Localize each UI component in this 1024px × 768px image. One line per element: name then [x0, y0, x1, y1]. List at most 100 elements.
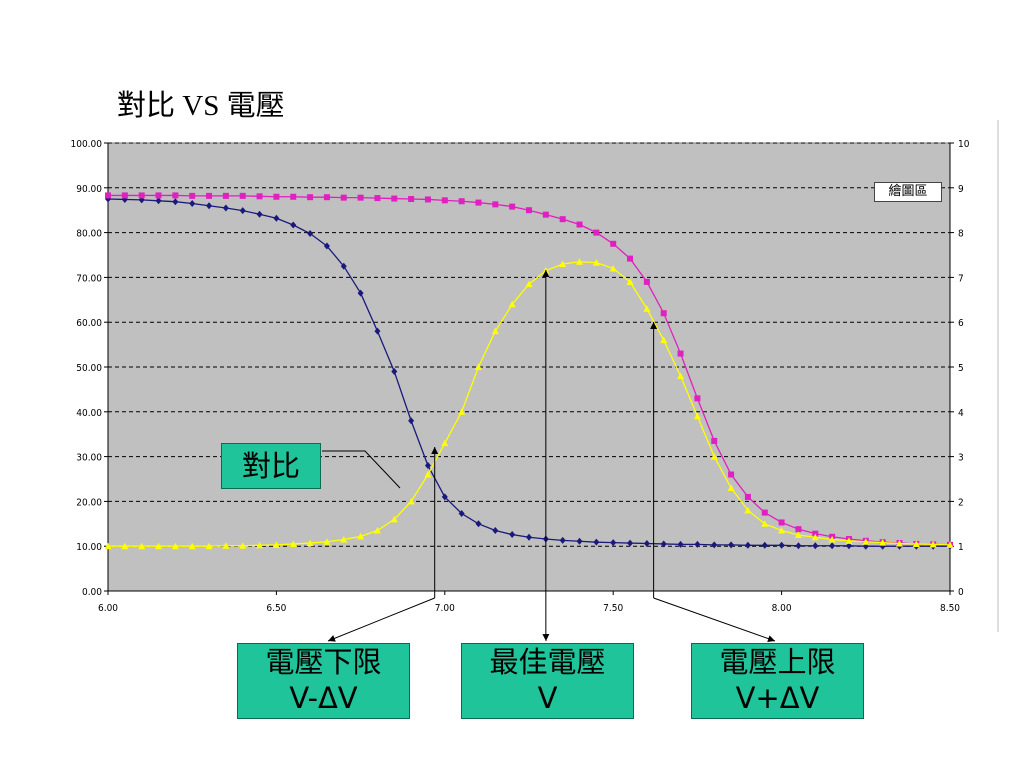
x-tick-label: 8.00: [772, 603, 792, 614]
data-point-square: [526, 207, 532, 214]
data-point-diamond: [610, 539, 617, 547]
data-point-square: [357, 194, 364, 201]
data-point-square: [627, 255, 634, 262]
data-point-diamond: [492, 527, 499, 535]
data-point-square: [374, 195, 381, 202]
data-point-diamond: [526, 533, 532, 541]
annotation-best-line1: 最佳電壓: [489, 645, 606, 679]
arrow-upper-diagonal: [653, 597, 776, 642]
data-point-triangle: [525, 280, 533, 288]
data-point-triangle: [592, 259, 600, 266]
y2-tick-label: 10: [958, 139, 970, 150]
data-point-diamond: [290, 221, 297, 229]
data-point-square: [121, 192, 128, 199]
data-point-triangle: [946, 541, 954, 548]
data-point-diamond: [660, 540, 667, 548]
data-point-triangle: [357, 532, 365, 540]
data-point-triangle: [609, 264, 617, 272]
data-point-square: [441, 197, 448, 204]
x-tick-label: 6.00: [98, 603, 118, 614]
data-point-diamond: [627, 539, 634, 547]
data-point-triangle: [811, 533, 819, 541]
y-tick-label: 30.00: [76, 453, 102, 464]
data-point-diamond: [845, 542, 852, 550]
arrowhead-lower-up: [431, 447, 439, 454]
data-point-triangle: [104, 542, 112, 550]
data-point-square: [728, 471, 735, 478]
data-point-triangle: [188, 542, 196, 550]
arrowhead-upper-down: [767, 635, 775, 642]
y-tick-label: 90.00: [76, 184, 102, 195]
data-point-square: [206, 192, 213, 199]
data-point-triangle: [458, 408, 466, 415]
data-point-square: [677, 350, 684, 357]
x-tick-label: 6.50: [266, 603, 286, 614]
data-point-triangle: [441, 439, 449, 447]
y-tick-label: 10.00: [76, 542, 102, 553]
data-point-triangle: [761, 520, 769, 527]
annotation-best-line2: V: [537, 681, 558, 715]
data-point-square: [391, 195, 398, 202]
y2-tick-label: 9: [958, 184, 964, 195]
data-point-diamond: [222, 204, 229, 212]
data-point-square: [340, 194, 347, 201]
y2-tick-label: 7: [958, 273, 964, 284]
data-point-diamond: [374, 327, 381, 335]
data-point-square: [290, 193, 297, 200]
data-point-triangle: [424, 471, 432, 478]
data-point-triangle: [272, 541, 280, 548]
data-point-triangle: [306, 539, 314, 547]
data-point-triangle: [710, 453, 718, 460]
series-label-leader: [322, 450, 401, 489]
data-point-triangle: [373, 527, 381, 534]
y2-tick-label: 3: [958, 453, 964, 464]
data-point-triangle: [559, 260, 567, 267]
data-point-square: [256, 193, 263, 200]
data-point-triangle: [677, 372, 685, 379]
data-point-diamond: [728, 541, 735, 549]
data-point-square: [795, 526, 802, 533]
data-point-diamond: [812, 542, 819, 550]
data-point-triangle: [828, 535, 836, 543]
data-point-square: [239, 192, 246, 199]
data-point-triangle: [929, 540, 937, 548]
data-point-square: [711, 437, 718, 444]
data-point-diamond: [475, 520, 482, 528]
y2-tick-label: 0: [958, 587, 964, 598]
y2-tick-label: 8: [958, 229, 964, 240]
y-tick-label: 60.00: [76, 318, 102, 329]
data-point-square: [593, 229, 600, 236]
data-point-square: [138, 192, 145, 199]
data-point-triangle: [912, 540, 920, 547]
data-point-diamond: [559, 536, 566, 544]
data-point-square: [475, 199, 482, 206]
arrowhead-lower-down: [328, 635, 336, 642]
y-tick-label: 80.00: [76, 229, 102, 240]
data-point-triangle: [138, 542, 146, 550]
data-point-triangle: [474, 363, 482, 370]
data-point-diamond: [256, 210, 263, 218]
data-point-square: [273, 193, 280, 200]
data-point-square: [812, 530, 819, 537]
annotation-upper-line1: 電壓上限: [719, 645, 836, 679]
data-point-triangle: [340, 535, 348, 543]
data-point-diamond: [441, 493, 448, 501]
data-point-diamond: [694, 540, 701, 548]
annotation-lower-line1: 電壓下限: [265, 645, 382, 679]
data-point-square: [509, 203, 516, 210]
data-point-square: [307, 194, 314, 201]
data-point-triangle: [778, 527, 786, 534]
arrowhead-best-up: [542, 270, 550, 277]
data-point-triangle: [155, 542, 163, 550]
annotation-best-voltage: 最佳電壓 V: [461, 643, 634, 719]
data-point-square: [155, 192, 162, 199]
data-point-square: [744, 493, 751, 500]
arrow-lower-diagonal: [327, 597, 435, 642]
y2-tick-label: 2: [958, 497, 964, 508]
data-point-diamond: [778, 541, 785, 549]
data-point-diamond: [829, 542, 836, 550]
y-tick-label: 0.00: [82, 587, 102, 598]
annotation-upper-line2: V+ΔV: [735, 681, 820, 715]
data-point-diamond: [643, 540, 650, 548]
annotation-lower-line2: V-ΔV: [289, 681, 358, 715]
